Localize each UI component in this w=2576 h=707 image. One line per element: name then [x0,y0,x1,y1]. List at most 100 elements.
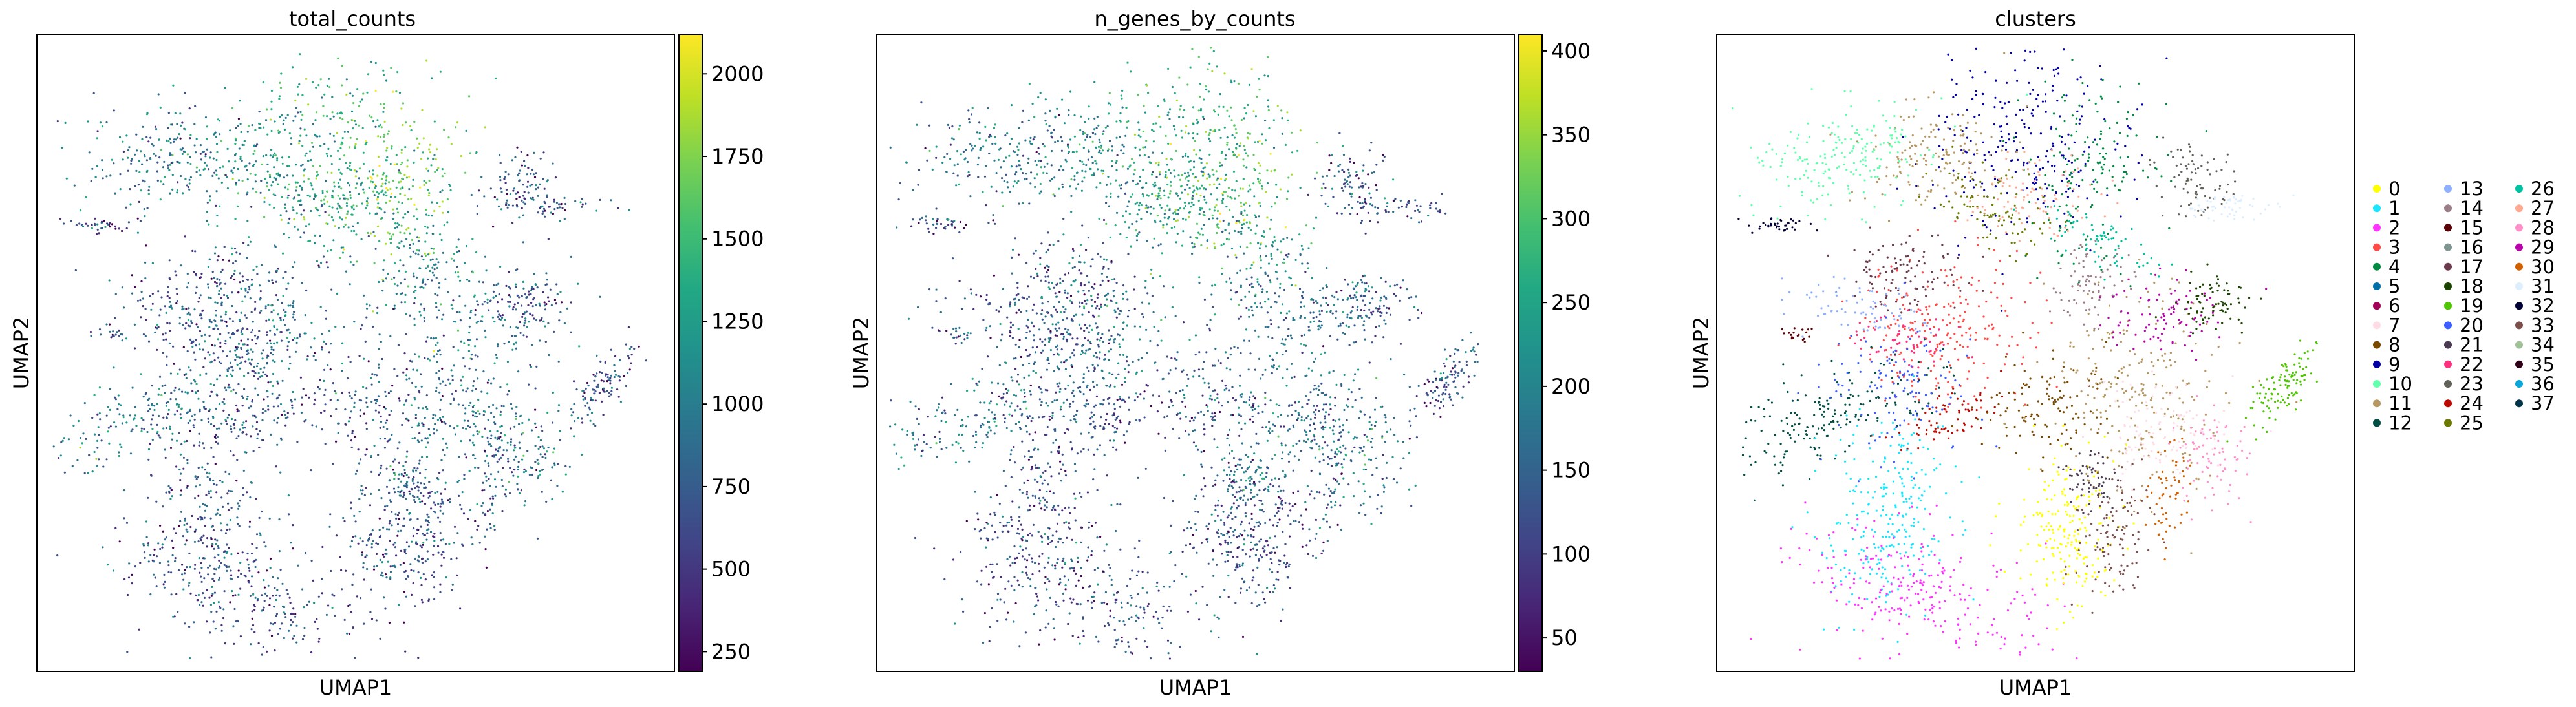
scatter-point [370,454,373,458]
scatter-point [1208,184,1211,186]
scatter-point [400,473,403,476]
scatter-point [513,343,515,346]
scatter-point [392,233,395,236]
scatter-point [279,81,281,84]
scatter-point [524,164,526,167]
scatter-point [399,187,402,190]
scatter-point [1031,102,1034,105]
scatter-point [992,214,994,216]
scatter-point [381,182,384,185]
scatter-point [354,143,357,145]
scatter-point [465,456,467,459]
scatter-point [413,317,416,320]
scatter-point [1216,177,1219,180]
scatter-point [119,173,122,176]
scatter-point [1068,151,1070,153]
scatter-point [1071,151,1074,153]
scatter-point [1152,171,1154,173]
scatter-point [417,424,420,427]
scatter-point [496,198,499,201]
scatter-point [246,169,248,172]
scatter-point [1185,177,1187,180]
scatter-point [1017,180,1020,182]
scatter-point [290,137,293,140]
scatter-point [1175,134,1177,137]
scatter-point [255,428,258,430]
scatter-point [412,534,414,538]
scatter-point [1044,266,1046,269]
scatter-point [348,391,350,394]
scatter-point [179,453,182,456]
scatter-point [437,503,440,505]
scatter-point [426,408,429,410]
scatter-point [331,606,334,609]
scatter-point [286,196,289,199]
scatter-point [419,186,422,189]
scatter-point [625,343,627,346]
scatter-point [181,573,184,576]
scatter-point [211,586,213,589]
scatter-point [401,292,403,295]
scatter-point [254,301,257,303]
scatter-point [1246,214,1249,216]
scatter-point [498,437,500,439]
scatter-point [407,198,410,201]
scatter-point [1086,275,1089,277]
scatter-point [350,611,353,613]
scatter-point [1155,122,1157,125]
scatter-point [1064,291,1066,294]
scatter-point [474,466,477,469]
scatter-point [288,217,291,220]
scatter-point [416,439,419,442]
scatter-point [1009,190,1011,193]
scatter-point [180,124,182,127]
scatter-point [167,560,169,563]
scatter-point [369,304,371,307]
scatter-point [382,526,385,529]
scatter-point [1011,248,1014,251]
scatter-point [193,351,195,354]
scatter-point [418,310,421,313]
scatter-point [336,207,339,210]
scatter-point [586,381,589,385]
scatter-point [301,403,303,406]
scatter-point [1146,240,1148,242]
scatter-point [1139,175,1142,178]
scatter-point [394,546,397,549]
scatter-point [252,350,254,354]
scatter-point [474,354,477,357]
scatter-point [581,198,584,200]
scatter-point [1159,197,1162,200]
scatter-point [522,313,524,315]
scatter-point [425,394,428,397]
scatter-point [1050,149,1053,153]
scatter-point [424,534,426,536]
scatter-point [250,358,253,361]
scatter-point [1126,126,1128,129]
scatter-point [1174,220,1177,222]
scatter-point [517,461,520,463]
scatter-point [292,316,295,319]
scatter-point [200,580,203,584]
scatter-point [220,529,223,532]
scatter-point [92,92,95,94]
scatter-point [591,399,594,401]
scatter-point [596,354,598,357]
scatter-point [346,167,349,170]
scatter-point [1070,284,1073,287]
scatter-point [188,307,190,310]
scatter-point [425,456,429,458]
scatter-point [493,362,496,364]
scatter-point [385,576,388,579]
scatter-point [480,176,483,178]
scatter-point [468,95,471,98]
scatter-point [209,631,211,634]
scatter-point [1099,149,1101,152]
scatter-point [248,525,251,528]
scatter-point [553,330,555,333]
scatter-point [248,362,251,364]
scatter-point [1010,138,1013,140]
scatter-point [169,142,172,144]
scatter-point [352,204,355,207]
scatter-point [403,352,406,355]
